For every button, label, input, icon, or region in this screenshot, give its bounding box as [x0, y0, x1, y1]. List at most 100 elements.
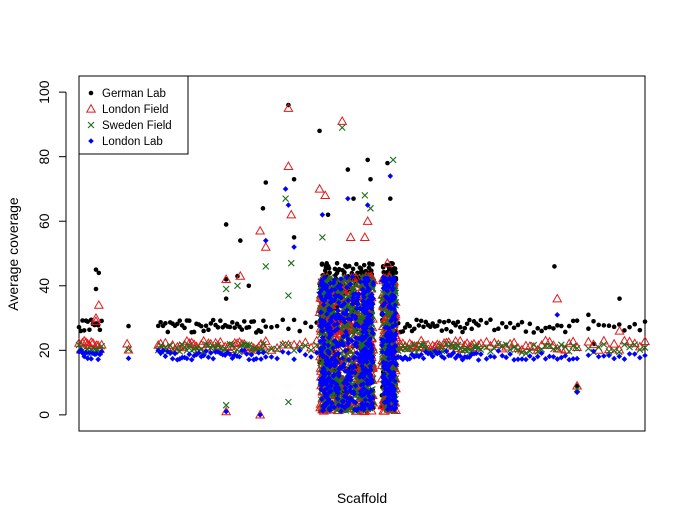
data-point: [334, 260, 340, 266]
data-point: [455, 335, 466, 345]
data-point: [285, 202, 292, 208]
data-point: [317, 317, 324, 323]
data-point: [320, 403, 326, 410]
data-point: [126, 323, 131, 329]
data-point: [570, 318, 576, 324]
data-point: [338, 286, 344, 293]
data-point: [392, 401, 399, 408]
data-point: [366, 339, 373, 346]
data-point: [547, 324, 552, 330]
data-point: [234, 282, 241, 290]
data-point: [361, 352, 367, 359]
data-point: [338, 408, 344, 415]
data-point: [436, 349, 443, 356]
data-point: [559, 323, 564, 329]
data-point: [389, 280, 395, 286]
data-point: [515, 322, 521, 328]
data-point: [99, 318, 104, 324]
data-point: [391, 386, 397, 392]
data-point: [356, 291, 362, 298]
data-point: [221, 274, 232, 283]
y-tick-label: 60: [36, 213, 52, 229]
data-point: [185, 342, 193, 349]
data-point: [352, 313, 359, 320]
data-point: [546, 353, 553, 360]
data-point: [184, 355, 190, 362]
data-point: [296, 347, 303, 354]
data-point: [557, 341, 565, 349]
data-point: [342, 385, 349, 392]
data-point: [449, 343, 457, 351]
data-point: [320, 301, 327, 308]
data-point: [269, 324, 274, 330]
data-point: [379, 311, 386, 317]
data-point: [380, 302, 386, 309]
data-point: [324, 392, 330, 398]
data-point: [420, 355, 427, 362]
data-point: [392, 336, 398, 342]
data-point: [359, 333, 366, 340]
data-point: [334, 326, 341, 332]
data-point: [291, 356, 297, 363]
data-point: [342, 347, 349, 354]
data-point: [368, 349, 374, 355]
data-point: [354, 261, 359, 267]
data-point: [361, 192, 369, 199]
data-point: [327, 280, 334, 286]
data-point: [469, 326, 474, 332]
data-point: [283, 339, 294, 349]
data-point: [246, 324, 252, 330]
data-point: [606, 323, 612, 329]
data-point: [384, 324, 390, 331]
data-point: [527, 321, 533, 327]
data-point: [369, 357, 375, 364]
y-axis-label: Average coverage: [5, 197, 21, 311]
data-point: [332, 385, 338, 391]
data-point: [280, 317, 286, 323]
y-tick-label: 40: [36, 278, 52, 294]
data-point: [418, 351, 425, 358]
data-point: [569, 342, 577, 350]
data-point: [362, 310, 368, 316]
data-point: [642, 319, 648, 324]
data-point: [356, 355, 362, 361]
data-point: [389, 359, 396, 365]
data-point: [338, 403, 345, 409]
data-point: [198, 335, 209, 345]
data-point: [386, 338, 393, 345]
data-point: [343, 274, 350, 281]
data-point: [340, 310, 347, 316]
data-point: [551, 326, 556, 331]
data-point: [443, 348, 450, 355]
data-point: [322, 390, 329, 397]
data-point: [364, 279, 370, 285]
data-point: [351, 196, 356, 201]
data-point: [327, 407, 333, 413]
data-point: [368, 326, 375, 332]
data-point: [368, 305, 375, 312]
y-tick-label: 80: [36, 149, 52, 165]
data-point: [417, 341, 425, 348]
data-point: [322, 274, 328, 281]
data-point: [353, 343, 360, 350]
data-point: [386, 325, 392, 332]
data-point: [223, 277, 229, 282]
data-point: [566, 323, 572, 329]
data-point: [459, 356, 466, 363]
data-point: [399, 342, 407, 350]
data-point: [383, 338, 390, 344]
data-point: [365, 390, 372, 396]
data-point: [514, 346, 522, 354]
data-point: [338, 295, 344, 301]
data-point: [362, 397, 369, 403]
data-point: [347, 384, 354, 390]
data-point: [363, 325, 369, 332]
data-point: [566, 356, 573, 363]
data-point: [354, 300, 361, 307]
data-point: [95, 356, 101, 363]
data-point: [367, 336, 373, 342]
data-point: [386, 276, 393, 282]
data-point: [327, 288, 334, 295]
data-point: [222, 285, 230, 293]
data-point: [348, 396, 355, 403]
